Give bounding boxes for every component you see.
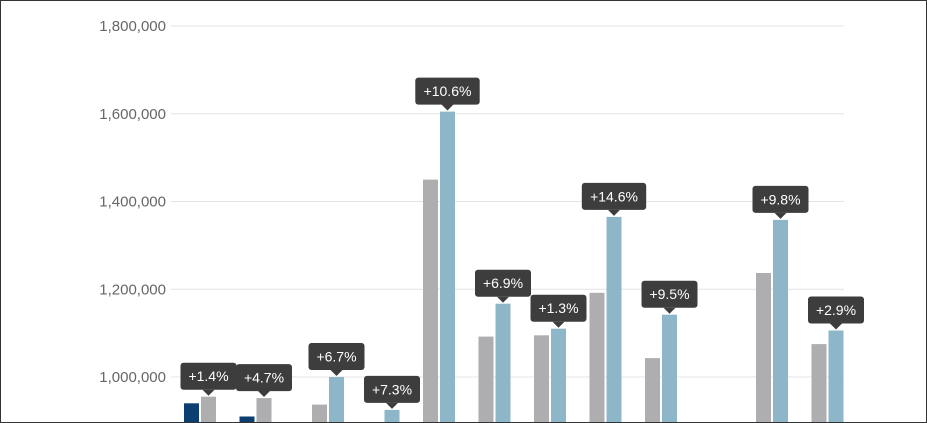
bar [551, 328, 566, 422]
y-axis: 1,000,000 1,200,000 1,400,000 1,600,000 1,80… [99, 18, 166, 386]
data-label: +9.8% [752, 185, 809, 219]
data-label-box [808, 296, 864, 324]
data-label: +7.3% [364, 375, 420, 409]
data-label-box [180, 362, 237, 390]
bar [606, 216, 622, 422]
data-label-text: +9.8% [760, 191, 800, 207]
bar [312, 404, 327, 422]
data-label-pointer [663, 307, 676, 314]
data-label: +6.7% [308, 343, 365, 376]
data-label-pointer [330, 370, 343, 376]
bar [201, 396, 216, 422]
data-label-text: +2.9% [816, 302, 856, 318]
data-label-text: +1.4% [188, 368, 228, 384]
data-label-text: +7.3% [372, 381, 412, 397]
bar [645, 358, 660, 422]
data-label-box [530, 294, 587, 322]
data-label-pointer [441, 104, 454, 111]
grid-layer [171, 25, 844, 378]
data-label: +6.9% [475, 269, 531, 303]
bar [495, 303, 511, 422]
data-label-pointer [202, 389, 215, 396]
bar [828, 330, 844, 422]
data-label-box [752, 185, 809, 213]
bar [534, 335, 549, 422]
y-tick-label: 1,400,000 [99, 194, 166, 211]
bar [478, 336, 494, 422]
data-label-pointer [258, 391, 270, 398]
data-label-text: +14.6% [590, 188, 638, 204]
y-tick-label: 1,200,000 [99, 281, 166, 298]
y-tick-label: 1,000,000 [99, 369, 166, 386]
data-label: +1.4% [180, 362, 237, 396]
data-label-text: +4.7% [244, 370, 284, 386]
bar [773, 219, 788, 422]
bars-layer [184, 111, 844, 422]
data-label-text: +1.3% [538, 300, 578, 316]
data-label-box [475, 269, 531, 297]
data-label-pointer [830, 323, 842, 330]
y-tick-label: 1,800,000 [99, 18, 166, 35]
bar [440, 111, 455, 422]
bar [184, 403, 199, 422]
data-label-box [415, 77, 480, 105]
data-label-box [364, 375, 420, 403]
bar [329, 377, 344, 422]
data-label: +9.5% [641, 280, 698, 314]
bar [239, 416, 255, 422]
data-label-pointer [608, 209, 620, 216]
data-label: +10.6% [415, 77, 480, 111]
data-label-pointer [774, 212, 787, 219]
bar [423, 179, 438, 422]
data-label-pointer [497, 296, 509, 303]
data-label-box [308, 343, 365, 370]
data-label-text: +9.5% [649, 286, 689, 302]
data-label-text: +6.9% [483, 275, 523, 291]
data-label-box [581, 182, 647, 210]
data-label-text: +6.7% [316, 349, 356, 365]
data-label-pointer [386, 402, 398, 409]
data-label-pointer [552, 321, 565, 328]
bar [589, 292, 605, 422]
data-label: +4.7% [236, 364, 292, 398]
bar [811, 344, 827, 422]
bar [256, 398, 272, 422]
y-tick-label: 1,600,000 [99, 106, 166, 123]
data-label-text: +10.6% [424, 83, 472, 99]
data-labels-layer: +1.4% +4.7% +6.7% +7.3% +10.6% +6.9% +1.3% +14.… [180, 77, 864, 409]
data-label: +1.3% [530, 294, 587, 328]
bar [662, 314, 677, 422]
data-label: +14.6% [581, 182, 647, 216]
bar [756, 273, 771, 422]
data-label-box [641, 280, 698, 308]
bar [384, 409, 400, 422]
data-label: +2.9% [808, 296, 864, 330]
data-label-box [236, 364, 292, 392]
